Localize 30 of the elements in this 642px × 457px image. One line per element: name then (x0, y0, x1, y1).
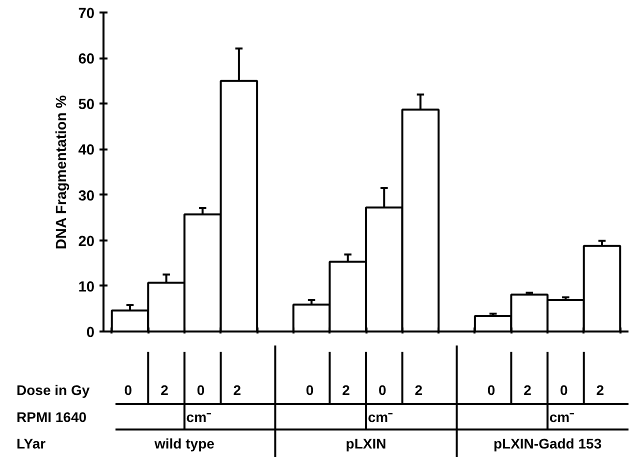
x-tick-label: 0 (487, 382, 496, 398)
x-tick-label: 0 (124, 382, 132, 398)
x-tick-label: 0 (560, 382, 568, 398)
y-tick-label: 0 (86, 325, 95, 341)
text: cm⁻ (549, 408, 575, 425)
x-tick-label: 2 (160, 382, 169, 398)
text: pLXIN (346, 436, 386, 452)
x-tick-label: 0 (196, 382, 205, 398)
y-axis-title: DNA Fragmentation % (54, 95, 70, 250)
text: RPMI 1640 (16, 408, 87, 425)
x-tick-label: 2 (524, 382, 532, 398)
text: wild type (154, 436, 215, 452)
y-tick-label: 70 (78, 6, 95, 22)
text: pLXIN-Gadd 153 (493, 436, 602, 452)
y-tick-label: 10 (78, 279, 95, 296)
x-axis-title: Dose in Gy (16, 382, 90, 398)
text: LYar (16, 436, 46, 452)
x-tick-label: 2 (414, 382, 423, 398)
x-tick-label: 2 (596, 382, 604, 398)
text: cm⁻ (186, 408, 212, 425)
y-tick-label: 30 (78, 188, 95, 204)
y-tick-label: 60 (78, 52, 95, 68)
x-tick-label: 2 (233, 382, 242, 398)
y-tick-label: 50 (78, 97, 95, 114)
x-tick-label: 2 (342, 382, 350, 398)
x-tick-label: 0 (306, 382, 314, 398)
x-tick-label: 0 (378, 382, 386, 398)
y-tick-label: 20 (78, 234, 95, 250)
text: cm⁻ (368, 408, 394, 425)
y-tick-label: 40 (78, 142, 95, 159)
